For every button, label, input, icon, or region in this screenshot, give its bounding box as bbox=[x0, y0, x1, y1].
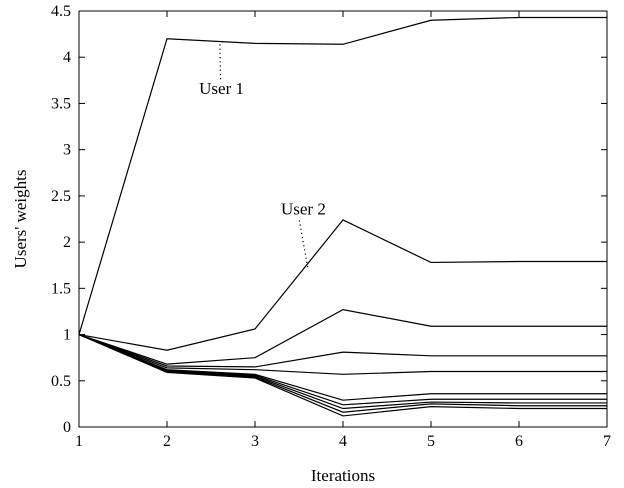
series-line-2 bbox=[78, 219, 607, 351]
y-tick-label: 2 bbox=[63, 234, 71, 251]
y-axis-label: Users' weights bbox=[11, 170, 30, 269]
y-tick-label: 2.5 bbox=[51, 188, 71, 205]
x-tick-label: 5 bbox=[427, 433, 435, 450]
y-tick-label: 4 bbox=[63, 49, 71, 66]
x-tick-label: 4 bbox=[339, 433, 347, 450]
series-line-4 bbox=[78, 333, 607, 368]
y-tick-label: 4.5 bbox=[51, 3, 71, 20]
x-axis-label: Iterations bbox=[311, 466, 375, 485]
x-tick-label: 3 bbox=[251, 433, 259, 450]
tick-layer: 1 2 3 4 5 6 7 0 0.5 1 1.5 2 2.5 3 3.5 4 4.5 bbox=[51, 3, 611, 450]
x-tick-label: 7 bbox=[603, 433, 611, 450]
series-line-6 bbox=[78, 334, 607, 401]
y-tick-label: 0 bbox=[63, 419, 71, 436]
y-tick-label: 1.5 bbox=[51, 280, 71, 297]
series-line-7 bbox=[78, 334, 607, 406]
annotation-leader-user-2 bbox=[298, 220, 309, 269]
y-tick-label: 3 bbox=[63, 142, 71, 159]
series-layer bbox=[78, 16, 607, 417]
annotation-label-user-2: User 2 bbox=[281, 199, 326, 218]
annotation-layer: User 1 User 2 bbox=[199, 41, 326, 269]
y-tick-label: 0.5 bbox=[51, 373, 71, 390]
series-line-3 bbox=[78, 308, 607, 365]
series-line-10 bbox=[78, 334, 607, 417]
y-tick-label: 3.5 bbox=[51, 95, 71, 112]
y-tick-label: 1 bbox=[63, 327, 71, 344]
annotation-leader-user-1 bbox=[219, 41, 222, 80]
series-line-1 bbox=[78, 16, 607, 335]
x-tick-label: 2 bbox=[163, 433, 171, 450]
series-line-5 bbox=[78, 333, 607, 375]
x-tick-label: 1 bbox=[75, 433, 83, 450]
x-tick-label: 6 bbox=[515, 433, 523, 450]
series-line-9 bbox=[78, 334, 607, 413]
annotation-label-user-1: User 1 bbox=[199, 79, 244, 98]
